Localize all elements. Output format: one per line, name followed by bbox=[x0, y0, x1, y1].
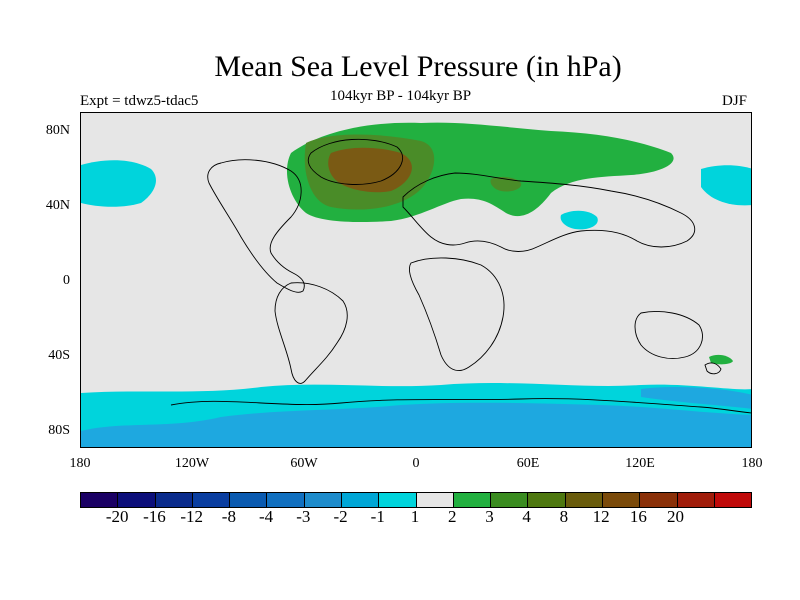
southern-ocean-negative-3 bbox=[81, 402, 751, 447]
colorbar-label: 8 bbox=[559, 507, 569, 526]
colorbar-swatch bbox=[714, 493, 752, 507]
colorbar-swatch bbox=[81, 493, 119, 507]
colorbar-label: 2 bbox=[447, 507, 457, 526]
y-tick: 80S bbox=[48, 423, 70, 438]
y-tick: 40S bbox=[48, 348, 70, 363]
colorbar-label: 3 bbox=[485, 507, 494, 526]
map-svg bbox=[81, 113, 751, 447]
southern-ocean-negative-3-east bbox=[641, 387, 751, 409]
map-panel bbox=[80, 112, 752, 448]
colorbar-label: 1 bbox=[410, 507, 420, 526]
colorbar-swatch bbox=[491, 493, 529, 507]
y-tick: 80N bbox=[45, 123, 70, 138]
nz-positive-2 bbox=[709, 354, 733, 365]
colorbar-swatch bbox=[155, 493, 193, 507]
colorbar-swatch bbox=[416, 493, 454, 507]
x-tick: 0 bbox=[412, 456, 420, 471]
colorbar-label: -1 bbox=[370, 507, 385, 526]
season-label: DJF bbox=[722, 93, 748, 109]
north-pacific-negative bbox=[81, 160, 156, 207]
experiment-label: Expt = tdwz5-tdac5 bbox=[80, 93, 199, 109]
x-tick: 180 bbox=[69, 456, 91, 471]
colorbar-label: 12 bbox=[592, 507, 610, 526]
colorbar-label: 16 bbox=[629, 507, 647, 526]
colorbar-label: -20 bbox=[105, 507, 129, 526]
colorbar-label: -4 bbox=[259, 507, 274, 526]
x-tick: 120E bbox=[625, 456, 655, 471]
colorbar-label: -16 bbox=[143, 507, 166, 526]
y-tick: 0 bbox=[63, 273, 70, 288]
colorbar-swatch bbox=[640, 493, 678, 507]
colorbar-label: -3 bbox=[296, 507, 311, 526]
colorbar-swatch bbox=[192, 493, 231, 507]
x-tick: 60W bbox=[290, 456, 318, 471]
colorbar-swatch bbox=[677, 493, 715, 507]
nh-positive-4 bbox=[328, 147, 412, 193]
x-tick: 120W bbox=[174, 456, 210, 471]
colorbar-label: 4 bbox=[522, 507, 531, 526]
x-tick: 180 bbox=[741, 456, 763, 471]
colorbar-label: -8 bbox=[221, 507, 236, 526]
north-pacific-negative-east bbox=[701, 165, 751, 206]
colorbar-label: -12 bbox=[180, 507, 203, 526]
colorbar-swatch bbox=[304, 493, 342, 507]
colorbar-swatch bbox=[118, 493, 156, 507]
colorbar-swatch bbox=[453, 493, 492, 507]
colorbar-swatch bbox=[528, 493, 566, 507]
x-tick: 60E bbox=[516, 456, 540, 471]
chart-title: Mean Sea Level Pressure (in hPa) bbox=[214, 50, 622, 83]
colorbar-label: -2 bbox=[333, 507, 348, 526]
chart-subtitle: 104kyr BP - 104kyr BP bbox=[330, 88, 472, 104]
coastlines bbox=[170, 138, 751, 414]
colorbar-swatch bbox=[565, 493, 603, 507]
y-tick: 40N bbox=[45, 198, 70, 213]
colorbar-label: 20 bbox=[667, 507, 685, 526]
colorbar-swatch bbox=[341, 493, 380, 507]
colorbar-swatch bbox=[379, 493, 417, 507]
colorbar-swatch bbox=[230, 493, 268, 507]
colorbar bbox=[80, 492, 752, 508]
asia-negative bbox=[560, 210, 598, 230]
colorbar-swatch bbox=[602, 493, 641, 507]
colorbar-swatch bbox=[267, 493, 305, 507]
